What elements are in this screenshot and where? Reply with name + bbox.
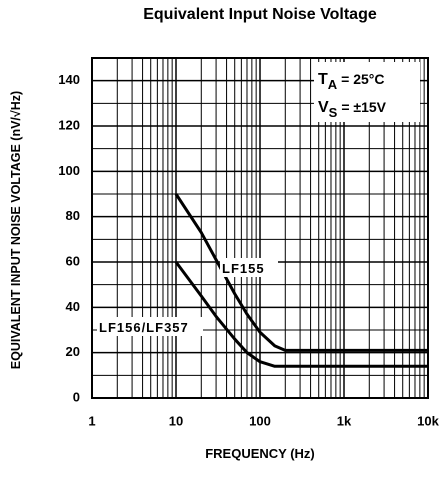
ticks: 0 20 40 60 80 100 120 140 1 10 100 1k 10k <box>58 72 439 428</box>
series-label-bg <box>97 317 203 336</box>
y-tick-label: 80 <box>66 208 80 223</box>
grid <box>91 57 429 399</box>
chart-title: Equivalent Input Noise Voltage <box>143 6 377 23</box>
annotation-bg <box>314 62 420 122</box>
annotation-text: = ±15V <box>341 99 386 115</box>
x-tick-label: 10 <box>169 413 183 428</box>
annotation-text: = 25°C <box>341 71 384 87</box>
series-label: LF155 <box>222 261 265 276</box>
x-axis-label: FREQUENCY (Hz) <box>205 446 315 461</box>
x-tick-label: 100 <box>249 413 271 428</box>
x-tick-label: 1 <box>88 413 95 428</box>
annotation-symbol: T <box>318 71 328 88</box>
y-tick-label: 20 <box>66 344 80 359</box>
series-line <box>174 193 428 352</box>
y-tick-label: 60 <box>66 253 80 268</box>
series-label: LF156/LF357 <box>99 320 189 335</box>
annotation-subscript: A <box>328 77 338 92</box>
x-tick-label: 10k <box>417 413 439 428</box>
y-tick-label: 100 <box>58 163 80 178</box>
y-axis-label: EQUIVALENT INPUT NOISE VOLTAGE (nV/√Hz) <box>9 91 23 369</box>
y-tick-label: 140 <box>58 72 80 87</box>
x-tick-label: 1k <box>337 413 352 428</box>
series-line <box>174 261 428 368</box>
annotation-subscript: S <box>329 105 338 120</box>
y-tick-label: 0 <box>73 389 80 404</box>
series-label-bg <box>220 258 278 277</box>
plot: LF155 LF156/LF357 TA = 25°C VS = ±15V <box>97 62 428 368</box>
annotation: TA = 25°C <box>318 71 385 92</box>
annotation: VS = ±15V <box>318 99 387 120</box>
y-tick-label: 40 <box>66 299 80 314</box>
plot-frame <box>91 57 429 399</box>
y-tick-label: 120 <box>58 117 80 132</box>
annotation-symbol: V <box>318 99 329 116</box>
